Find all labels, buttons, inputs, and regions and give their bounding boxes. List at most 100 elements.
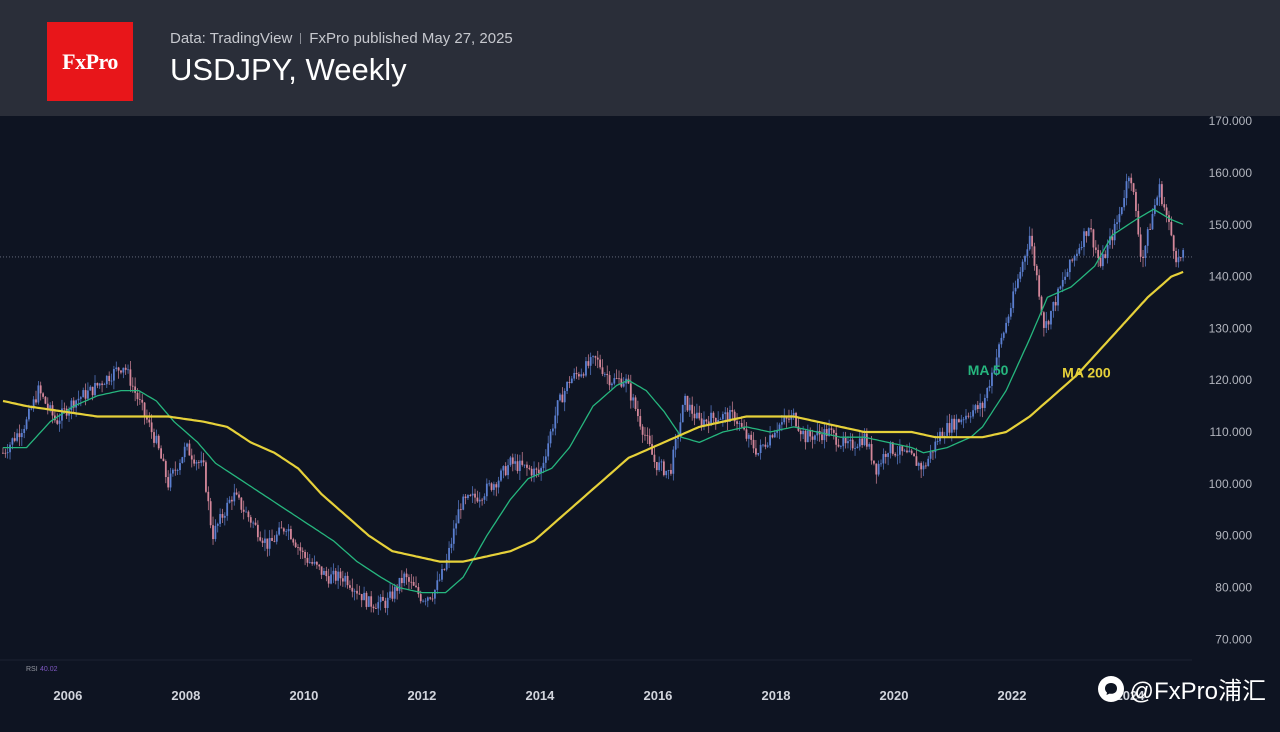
candle-body	[648, 435, 651, 445]
candle-body	[1090, 228, 1092, 230]
candle-body	[618, 378, 620, 380]
candle-body	[117, 367, 120, 371]
candle-body	[771, 435, 774, 438]
candle-body	[969, 416, 972, 418]
candle-body	[566, 381, 568, 391]
candle-body	[632, 397, 635, 401]
candle-body	[521, 460, 524, 465]
candle-body	[596, 357, 599, 360]
candle-body	[929, 451, 932, 459]
price-chart[interactable]: 170.000 160.000 150.000 140.000 130.000 120.0…	[0, 116, 1280, 732]
candle-body	[736, 421, 738, 424]
candle-body	[613, 378, 616, 384]
candle-body	[1047, 321, 1050, 325]
candle-body	[910, 450, 913, 454]
candle-body	[445, 559, 448, 570]
candle-body	[75, 400, 78, 408]
ma-annotation: MA 200	[1062, 365, 1111, 381]
candle-body	[641, 426, 644, 435]
candle-body	[967, 415, 970, 417]
candle-body	[528, 467, 531, 469]
candle-body	[620, 378, 623, 387]
candle-body	[1165, 207, 1168, 216]
x-tick-label: 2022	[998, 688, 1027, 703]
x-tick-label: 2008	[171, 688, 200, 703]
candle-body	[136, 392, 139, 400]
candle-body	[839, 446, 842, 447]
y-tick-label: 70.000	[1215, 632, 1252, 646]
candle-body	[516, 461, 519, 472]
candle-body	[556, 400, 559, 416]
candle-body	[216, 523, 219, 526]
candle-body	[138, 399, 141, 400]
candle-body	[127, 369, 129, 371]
candle-body	[278, 527, 281, 535]
candle-body	[1172, 235, 1175, 252]
candle-body	[304, 551, 306, 558]
candle-body	[759, 444, 762, 454]
x-tick-label: 2018	[762, 688, 791, 703]
candle-body	[323, 570, 325, 575]
candle-body	[301, 550, 304, 552]
candle-body	[851, 439, 854, 449]
candle-body	[998, 344, 1000, 358]
candle-body	[415, 585, 417, 588]
candle-body	[570, 378, 573, 384]
candle-body	[795, 412, 797, 427]
candle-body	[233, 492, 236, 502]
candle-body	[573, 372, 576, 379]
candle-body	[592, 356, 594, 358]
candle-body	[816, 430, 819, 436]
candle-body	[733, 411, 736, 422]
candle-body	[712, 412, 715, 418]
candle-body	[686, 395, 689, 411]
candle-body	[141, 399, 144, 403]
candle-body	[235, 492, 238, 495]
candle-body	[611, 383, 613, 386]
candle-body	[887, 453, 889, 457]
candle-body	[960, 419, 963, 423]
candle-body	[698, 412, 701, 419]
candle-body	[1005, 322, 1008, 333]
candle-body	[443, 568, 446, 570]
candle-body	[129, 369, 132, 386]
candle-body	[1073, 256, 1076, 261]
candle-body	[766, 445, 769, 447]
candle-body	[297, 547, 299, 548]
candle-body	[353, 590, 356, 592]
candle-body	[915, 456, 918, 466]
candle-body	[1120, 207, 1123, 215]
logo-text: FxPro	[62, 48, 118, 74]
candle-body	[858, 438, 861, 447]
candle-body	[972, 410, 974, 417]
candle-body	[889, 442, 892, 454]
candle-body	[419, 594, 422, 602]
candle-body	[372, 606, 375, 609]
candle-body	[804, 430, 807, 443]
candle-body	[870, 444, 873, 461]
candle-body	[681, 404, 684, 423]
candle-body	[259, 537, 262, 541]
candle-body	[582, 374, 585, 376]
candle-body	[627, 378, 630, 384]
candle-body	[884, 454, 887, 457]
candle-body	[1035, 265, 1038, 276]
y-tick-label: 130.000	[1209, 321, 1253, 335]
candle-body	[356, 590, 358, 594]
candle-body	[563, 390, 566, 403]
candle-body	[264, 538, 266, 543]
candle-body	[655, 462, 658, 471]
candle-body	[398, 577, 401, 591]
candle-body	[124, 367, 127, 370]
candle-body	[896, 454, 899, 456]
candle-body	[105, 375, 108, 385]
candle-body	[396, 586, 399, 591]
candle-body	[96, 383, 99, 386]
candle-body	[814, 435, 816, 440]
candle-body	[580, 374, 583, 377]
candle-body	[502, 466, 505, 471]
candle-body	[544, 456, 547, 463]
candle-body	[1040, 296, 1043, 313]
candle-body	[500, 470, 502, 481]
candle-body	[606, 373, 609, 376]
